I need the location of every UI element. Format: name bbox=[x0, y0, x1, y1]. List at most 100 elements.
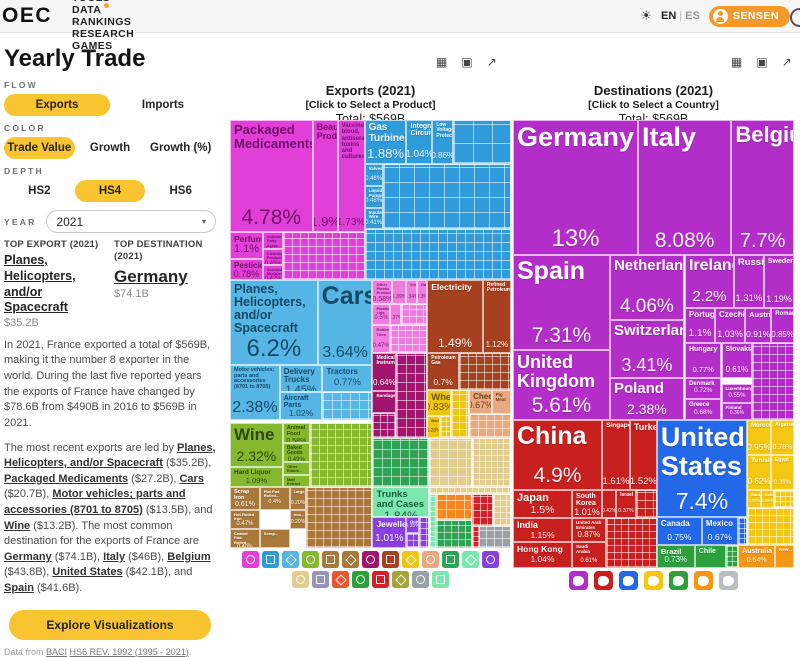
cell-scented-mixtures[interactable]: Scented Mixtures 0.42% bbox=[262, 264, 284, 281]
cell-trunks-and-cases[interactable]: Trunks and Cases 1.84% bbox=[372, 486, 430, 518]
cell-pesticides[interactable]: Pesticides0.78% bbox=[230, 259, 263, 281]
cell-packaged-medicaments[interactable]: Packaged Medicaments 4.78% bbox=[230, 120, 313, 233]
link-hs6-rev-1992-1995-2021[interactable]: HS6 REV. 1992 (1995 - 2021) bbox=[69, 646, 189, 657]
treemap-mosaic[interactable] bbox=[725, 545, 739, 568]
depth-option-hs2[interactable]: HS2 bbox=[28, 185, 51, 197]
color-option-trade-value[interactable]: Trade Value bbox=[4, 137, 75, 159]
nav-item-tools[interactable]: TOOLS bbox=[72, 0, 136, 4]
cell-hungary[interactable]: Hungary 0.77% bbox=[684, 342, 722, 378]
anvil-icon[interactable] bbox=[322, 551, 339, 568]
cell-morocco[interactable]: Morocco0.95% bbox=[747, 420, 771, 456]
explore-visualizations-button[interactable]: Explore Visualizations bbox=[9, 609, 211, 640]
link-baci[interactable]: BACI bbox=[46, 646, 68, 657]
flask-icon[interactable] bbox=[242, 551, 259, 568]
sofa-icon[interactable] bbox=[422, 551, 439, 568]
treemap-mosaic[interactable] bbox=[401, 304, 428, 326]
depth-option-hs4[interactable]: HS4 bbox=[74, 180, 146, 202]
cell-liquid-pumps[interactable]: Liquid Pumps 0.48% bbox=[364, 185, 383, 208]
clock-icon[interactable] bbox=[402, 551, 419, 568]
cell-russia[interactable]: Russia1.31% bbox=[733, 254, 764, 308]
lang-en[interactable]: EN bbox=[660, 10, 677, 22]
cell-cheese[interactable]: Cheese0.67% bbox=[469, 390, 492, 415]
oec-logo[interactable]: OEC bbox=[2, 4, 53, 27]
africa-icon[interactable] bbox=[644, 571, 663, 590]
cell-animal-food[interactable]: Animal Food 0.58% bbox=[282, 423, 310, 444]
treemap-mosaic[interactable] bbox=[747, 507, 794, 546]
cell-united-kingdom[interactable]: United Kingdom 5.61% bbox=[513, 349, 610, 421]
treemap-mosaic[interactable] bbox=[309, 423, 373, 487]
cell-canada[interactable]: Canada 0.75% bbox=[656, 516, 702, 546]
link-united-states[interactable]: United States bbox=[52, 566, 123, 579]
cell-rubber-tires[interactable]: Rubber Tires 0.47% bbox=[372, 325, 390, 353]
treemap-mosaic[interactable] bbox=[635, 490, 657, 519]
cell-industrial-fatty-acids[interactable]: Industrial Fatty Acids0.56% bbox=[262, 232, 284, 250]
top-export-link[interactable]: Planes, Helicopters, and/or Spacecraft bbox=[4, 253, 76, 315]
cell-electricity[interactable]: Electricity 1.49% bbox=[427, 280, 483, 353]
cell-czechia[interactable]: Czechia1.03% bbox=[715, 307, 746, 343]
antarctica-icon[interactable] bbox=[719, 571, 738, 590]
treemap-mosaic[interactable] bbox=[752, 342, 794, 421]
cell-beauty-products[interactable]: Beauty Products1.9% bbox=[312, 120, 338, 233]
treemap-mosaic[interactable] bbox=[306, 486, 373, 548]
cell-switzerland[interactable]: Switzerland3.41% bbox=[609, 319, 684, 378]
link-belgium[interactable]: Belgium bbox=[167, 550, 211, 563]
cell-gas-turbines[interactable]: Gas Turbines 1.88% bbox=[364, 120, 407, 165]
nav-item-research[interactable]: RESEARCH bbox=[72, 28, 135, 40]
oceania-icon[interactable] bbox=[694, 571, 713, 590]
cell-refined-petroleum[interactable]: Refined Petroleum 1.12% bbox=[482, 280, 511, 353]
link-packaged-medicaments[interactable]: Packaged Medicaments bbox=[4, 472, 129, 485]
cell-spain[interactable]: Spain 7.31% bbox=[513, 254, 610, 350]
link-spain[interactable]: Spain bbox=[4, 581, 34, 594]
treemap-mosaic[interactable] bbox=[364, 229, 511, 281]
link-motor-vehicles-parts-and-acc[interactable]: Motor vehicles; parts and accessories (8… bbox=[4, 488, 186, 516]
cell-medical-instruments[interactable]: Medical Instruments0.64% bbox=[372, 352, 397, 392]
frame-icon[interactable] bbox=[412, 571, 429, 588]
treemap-mosaic[interactable] bbox=[382, 164, 511, 230]
europe-icon[interactable] bbox=[569, 571, 588, 590]
cell-plastic-lids[interactable]: Plastic Lids 0.5% bbox=[372, 304, 390, 326]
cell-portugal[interactable]: Portugal1.1% bbox=[684, 307, 716, 343]
cell-scrap[interactable]: Scrap... bbox=[259, 529, 290, 548]
treemap-mosaic[interactable] bbox=[472, 526, 481, 548]
cell-cote[interactable]: Cote...0.26% bbox=[760, 490, 775, 508]
cell-iron[interactable]: Iron... 0.20% bbox=[289, 509, 307, 530]
cell-other-edible[interactable]: Other Edible... bbox=[282, 461, 310, 475]
link-germany[interactable]: Germany bbox=[4, 550, 52, 563]
cell-south[interactable]: South...0.32% bbox=[747, 490, 761, 508]
treemap-mosaic[interactable] bbox=[472, 438, 511, 487]
cell-japan[interactable]: Japan 1.5% bbox=[513, 490, 572, 519]
color-option-growth[interactable]: Growth bbox=[89, 142, 131, 154]
cell-united-arab-emirates[interactable]: United Arab Emirates 0.87% bbox=[572, 518, 606, 543]
treemap-mosaic[interactable] bbox=[436, 519, 473, 548]
cell-india[interactable]: India 1.15% bbox=[513, 518, 572, 543]
cell-baked-goods[interactable]: Baked Goods 0.49% bbox=[282, 443, 310, 462]
cell-perfumes[interactable]: Perfumes1.1% bbox=[230, 232, 263, 260]
road-icon[interactable] bbox=[282, 551, 299, 568]
treemap-mosaic[interactable] bbox=[472, 494, 493, 527]
cell-poland[interactable]: Poland 2.38% bbox=[609, 377, 684, 421]
cell-slovakia[interactable]: Slovakia 0.61% bbox=[721, 342, 753, 378]
treemap-mosaic[interactable] bbox=[737, 516, 748, 546]
nav-item-games[interactable]: GAMES bbox=[72, 40, 113, 52]
treemap-mosaic[interactable] bbox=[469, 414, 511, 438]
table-view-icon[interactable]: ▦ bbox=[731, 55, 743, 69]
treemap-mosaic[interactable] bbox=[322, 391, 373, 420]
cell-united-states[interactable]: United States 7.4% bbox=[656, 420, 748, 517]
cell-brazil[interactable]: Brazil 0.73% bbox=[656, 545, 695, 568]
cell-italy[interactable]: Italy 8.08% bbox=[638, 120, 732, 255]
cell-egypt[interactable]: Egypt 0.39% bbox=[770, 455, 794, 491]
nav-item-data[interactable]: DATA bbox=[72, 3, 136, 16]
year-select[interactable]: 2021 ▾ bbox=[46, 210, 216, 233]
treemap-mosaic[interactable] bbox=[450, 390, 470, 438]
cell-malt-extract[interactable]: Malt Extract bbox=[282, 474, 310, 487]
cell-bandages[interactable]: Bandages bbox=[372, 391, 397, 413]
depth-option-hs6[interactable]: HS6 bbox=[169, 185, 192, 197]
cell-0-39[interactable]: 0.39% bbox=[392, 280, 406, 305]
link-italy[interactable]: Italy bbox=[103, 550, 126, 563]
lang-es[interactable]: ES bbox=[685, 10, 700, 22]
user-account-button[interactable]: SENSEN bbox=[708, 5, 790, 27]
image-download-icon[interactable]: ▣ bbox=[756, 55, 768, 69]
link-cars[interactable]: Cars bbox=[179, 472, 204, 485]
top-destination-link[interactable]: Germany bbox=[114, 266, 188, 286]
treemap-mosaic[interactable] bbox=[283, 232, 365, 281]
